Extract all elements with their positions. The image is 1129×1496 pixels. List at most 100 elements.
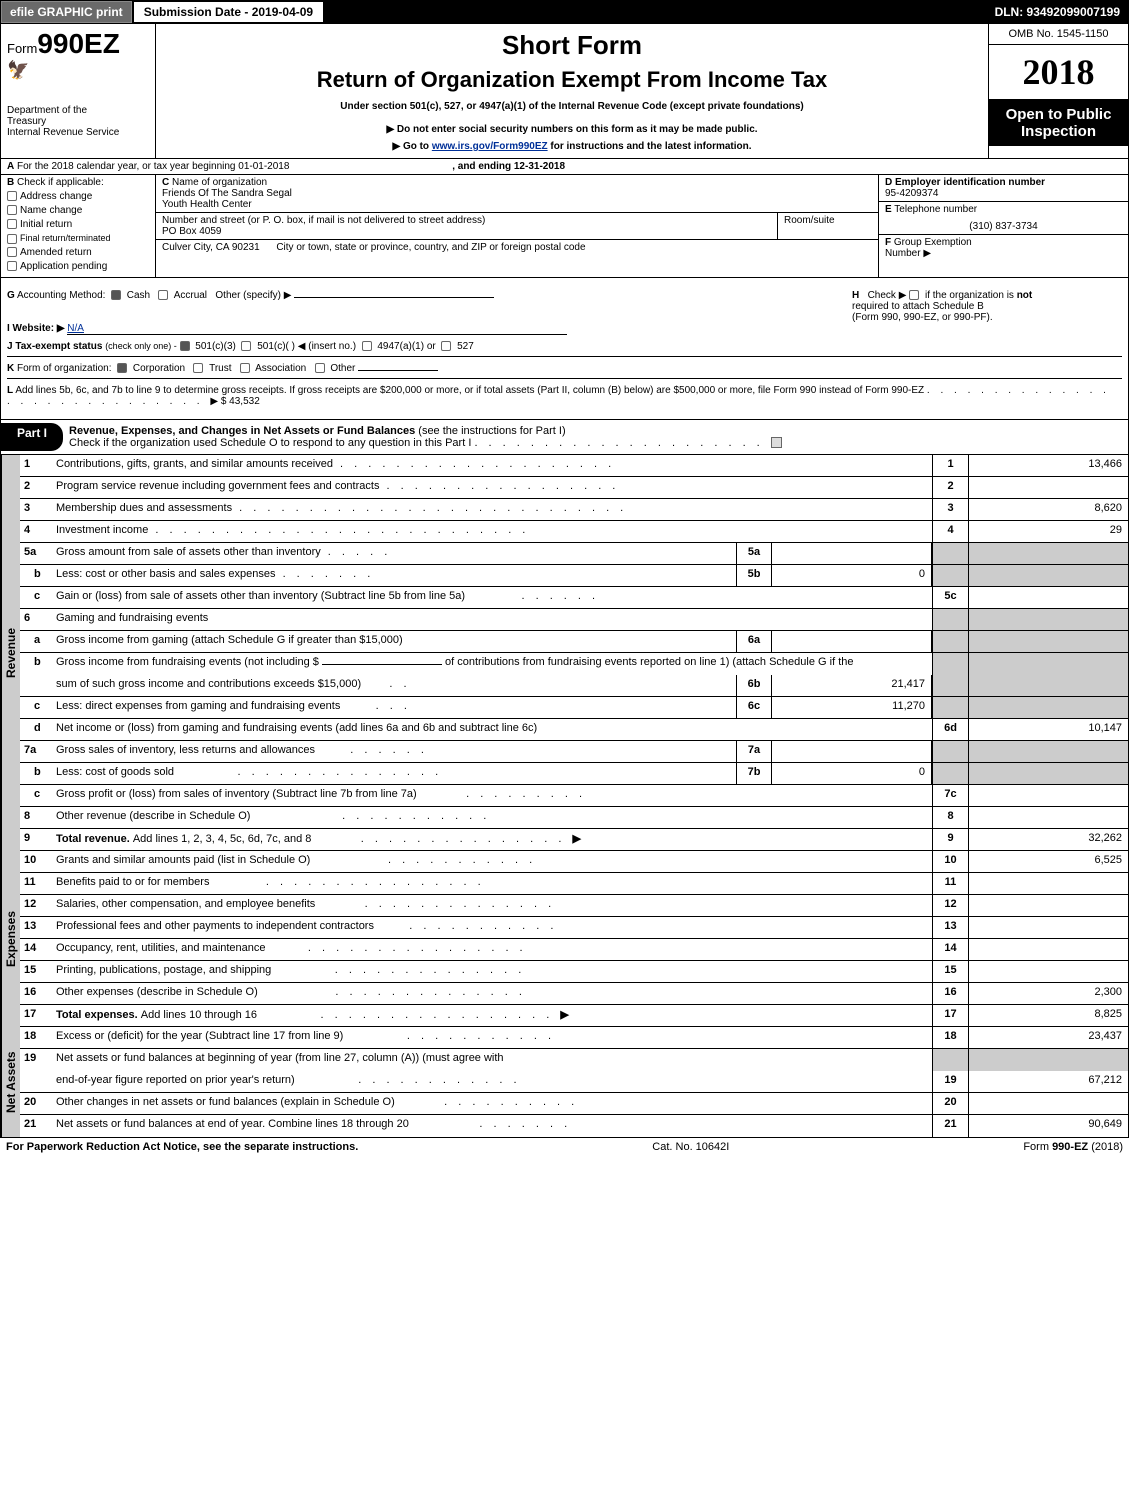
checkbox-h[interactable] — [909, 290, 919, 300]
line-6d-value: 10,147 — [968, 719, 1128, 740]
line-17-text: Add lines 10 through 16 — [141, 1009, 257, 1021]
line-6b-num: b — [20, 653, 52, 675]
line-5b-midnum: 5b — [736, 565, 772, 586]
line-15-value — [968, 961, 1128, 982]
k-corp: Corporation — [133, 363, 185, 374]
l-text: Add lines 5b, 6c, and 7b to line 9 to de… — [15, 385, 924, 396]
line-6b-midval: 21,417 — [772, 675, 932, 696]
part1-badge: Part I — [1, 423, 63, 451]
checkbox-addr-change[interactable] — [7, 191, 17, 201]
checkbox-cash[interactable] — [111, 290, 121, 300]
line-19-1: 19 Net assets or fund balances at beginn… — [20, 1049, 1128, 1071]
line-3-desc: Membership dues and assessments . . . . … — [52, 499, 932, 520]
line-12-text: Salaries, other compensation, and employ… — [56, 898, 315, 910]
line-17: 17 Total expenses. Add lines 10 through … — [20, 1005, 1128, 1027]
checkbox-accrual[interactable] — [158, 290, 168, 300]
line-11-endnum: 11 — [932, 873, 968, 894]
other-specify-input[interactable] — [294, 297, 494, 298]
checkbox-trust[interactable] — [193, 363, 203, 373]
line-5b-endnum — [932, 565, 968, 586]
j-527: 527 — [457, 341, 474, 352]
k-assoc: Association — [255, 363, 306, 374]
line-3-value: 8,620 — [968, 499, 1128, 520]
line-5c-desc: Gain or (loss) from sale of assets other… — [52, 587, 932, 608]
top-bar: efile GRAPHIC print Submission Date - 20… — [0, 0, 1129, 24]
line-12-endnum: 12 — [932, 895, 968, 916]
line-13-text: Professional fees and other payments to … — [56, 920, 374, 932]
footer-mid: Cat. No. 10642I — [652, 1141, 729, 1153]
line-13-endnum: 13 — [932, 917, 968, 938]
checkbox-527[interactable] — [441, 341, 451, 351]
city-label: City or town, state or province, country… — [276, 242, 585, 253]
dln-number: DLN: 93492099007199 — [987, 2, 1128, 22]
line-6d: d Net income or (loss) from gaming and f… — [20, 719, 1128, 741]
goto-pre: ▶ Go to — [392, 141, 431, 152]
line-1-desc: Contributions, gifts, grants, and simila… — [52, 455, 932, 476]
line-12-num: 12 — [20, 895, 52, 916]
line-a: A For the 2018 calendar year, or tax yea… — [0, 159, 1129, 175]
checkbox-501c[interactable] — [241, 341, 251, 351]
line-21-endnum: 21 — [932, 1115, 968, 1137]
omb-number: OMB No. 1545-1150 — [989, 24, 1128, 45]
line-14-num: 14 — [20, 939, 52, 960]
k-trust: Trust — [209, 363, 231, 374]
line-10-text: Grants and similar amounts paid (list in… — [56, 854, 310, 866]
right-info: D Employer identification number 95-4209… — [878, 175, 1128, 277]
part1-checkbox[interactable] — [771, 437, 782, 448]
line-13-num: 13 — [20, 917, 52, 938]
g-text: Accounting Method: — [17, 290, 105, 301]
line-10-endnum: 10 — [932, 851, 968, 872]
org-name-box: C Name of organization Friends Of The Sa… — [156, 175, 878, 213]
line-19-endnum-1 — [932, 1049, 968, 1071]
header-left: Form990EZ 🦅 Department of the Treasury I… — [1, 24, 156, 158]
i-label: I Website: ▶ — [7, 323, 65, 334]
h-not: not — [1017, 290, 1033, 301]
line-6b-blank[interactable] — [322, 664, 442, 665]
checkbox-initial[interactable] — [7, 219, 17, 229]
checkbox-name-change[interactable] — [7, 205, 17, 215]
checkbox-pending[interactable] — [7, 261, 17, 271]
checkbox-other-form[interactable] — [315, 363, 325, 373]
amended-label: Amended return — [20, 247, 92, 258]
checkbox-4947[interactable] — [362, 341, 372, 351]
line-4-endnum: 4 — [932, 521, 968, 542]
checkbox-final[interactable] — [7, 234, 17, 244]
line-6b-1: b Gross income from fundraising events (… — [20, 653, 1128, 675]
line-5c-value — [968, 587, 1128, 608]
line-6b-endnum-1 — [932, 653, 968, 675]
part1-check-text: Check if the organization used Schedule … — [69, 437, 471, 449]
efile-print-button[interactable]: efile GRAPHIC print — [1, 1, 132, 23]
checkbox-amended[interactable] — [7, 247, 17, 257]
line-10-value: 6,525 — [968, 851, 1128, 872]
other-form-input[interactable] — [358, 370, 438, 371]
line-5a-desc: Gross amount from sale of assets other t… — [52, 543, 736, 564]
checkbox-assoc[interactable] — [240, 363, 250, 373]
line-7b-num: b — [20, 763, 52, 784]
line-2: 2 Program service revenue including gove… — [20, 477, 1128, 499]
line-16-num: 16 — [20, 983, 52, 1004]
checkbox-corp[interactable] — [117, 363, 127, 373]
line-20: 20 Other changes in net assets or fund b… — [20, 1093, 1128, 1115]
line-19-num: 19 — [20, 1049, 52, 1071]
section-b: B Check if applicable: Address change Na… — [0, 175, 1129, 278]
line-6b-text2: of contributions from fundraising events… — [445, 656, 853, 668]
line-a-text1: For the 2018 calendar year, or tax year … — [17, 161, 289, 172]
goto-link[interactable]: www.irs.gov/Form990EZ — [432, 141, 548, 152]
check-if-text: Check if applicable: — [17, 177, 104, 188]
line-21-text: Net assets or fund balances at end of ye… — [56, 1118, 409, 1130]
line-17-num: 17 — [20, 1005, 52, 1026]
f-text: Group Exemption — [894, 237, 972, 248]
k-other: Other — [330, 363, 355, 374]
org-info: C Name of organization Friends Of The Sa… — [156, 175, 878, 277]
part1-title-box: Revenue, Expenses, and Changes in Net As… — [63, 423, 788, 451]
city-value: Culver City, CA 90231 — [162, 242, 260, 253]
h-text: if the organization is — [925, 290, 1017, 301]
line-8-num: 8 — [20, 807, 52, 828]
line-5b-midval: 0 — [772, 565, 932, 586]
line-7a-endnum — [932, 741, 968, 762]
line-16: 16 Other expenses (describe in Schedule … — [20, 983, 1128, 1005]
h-check: Check ▶ — [868, 290, 907, 301]
do-not-enter-text: ▶ Do not enter social security numbers o… — [162, 124, 982, 135]
line-11: 11 Benefits paid to or for members . . .… — [20, 873, 1128, 895]
checkbox-501c3[interactable] — [180, 341, 190, 351]
